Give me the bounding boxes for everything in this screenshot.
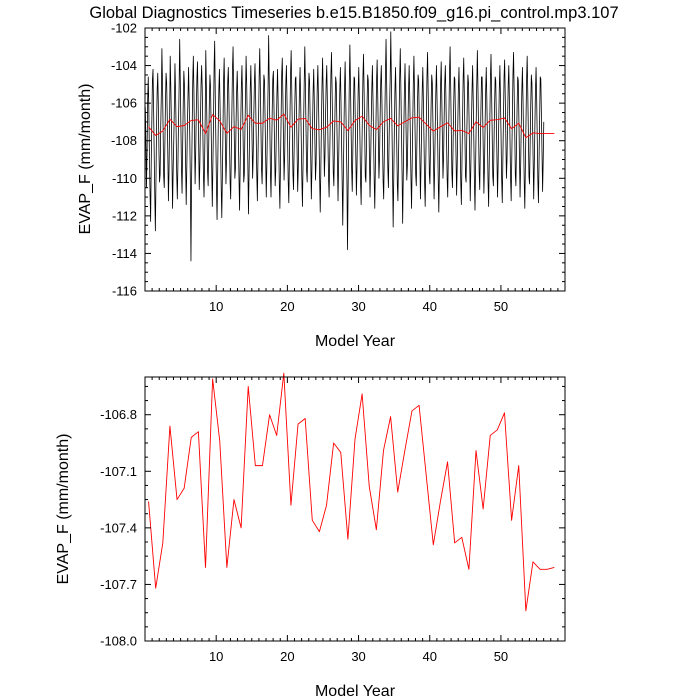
chart1-y-tick-label: -110: [112, 171, 137, 186]
chart1-x-tick-label: 20: [280, 299, 294, 314]
chart2-x-tick-label: 40: [423, 649, 437, 664]
chart2-x-tick-label: 30: [351, 649, 365, 664]
chart2-y-tick-label: -106.8: [100, 407, 137, 422]
chart2-series-annual-mean: [148, 372, 555, 612]
chart1-y-tick-label: -104: [111, 58, 137, 73]
chart2-x-tick-label: 10: [209, 649, 223, 664]
chart2-plot-frame: [144, 376, 566, 642]
chart2-x-tick-label: 20: [280, 649, 294, 664]
chart2-x-tick-label: 50: [494, 649, 508, 664]
chart2-y-tick-label: -108.0: [100, 634, 137, 649]
chart1-y-axis-label: EVAP_F (mm/month): [77, 84, 94, 235]
chart1-x-tick-label: 50: [494, 299, 508, 314]
chart1-y-tick-label: -116: [112, 284, 137, 299]
figure-title: Global Diagnostics Timeseries b.e15.B185…: [89, 4, 618, 22]
chart1-plot-frame: [144, 27, 566, 292]
chart2-y-tick-label: -107.4: [100, 520, 137, 535]
chart2-y-axis-label: EVAP_F (mm/month): [55, 434, 72, 585]
chart1-y-tick-label: -108: [111, 133, 137, 148]
chart1-x-axis-label: Model Year: [315, 333, 396, 350]
chart1-y-tick-label: -114: [112, 246, 137, 261]
chart2-y-tick-label: -107.1: [100, 464, 137, 479]
chart1-series-annual-mean: [148, 113, 555, 139]
chart2-x-axis-label: Model Year: [315, 683, 396, 700]
chart1-series-monthly: [144, 31, 545, 262]
chart1-y-tick-label: -106: [111, 96, 137, 111]
chart1-y-tick-label: -112: [112, 208, 137, 223]
chart2-y-tick-label: -107.7: [100, 577, 137, 592]
chart1-x-tick-label: 40: [423, 299, 437, 314]
chart1-y-tick-label: -102: [111, 21, 137, 36]
chart1-x-tick-label: 30: [351, 299, 365, 314]
chart1-x-tick-label: 10: [209, 299, 223, 314]
